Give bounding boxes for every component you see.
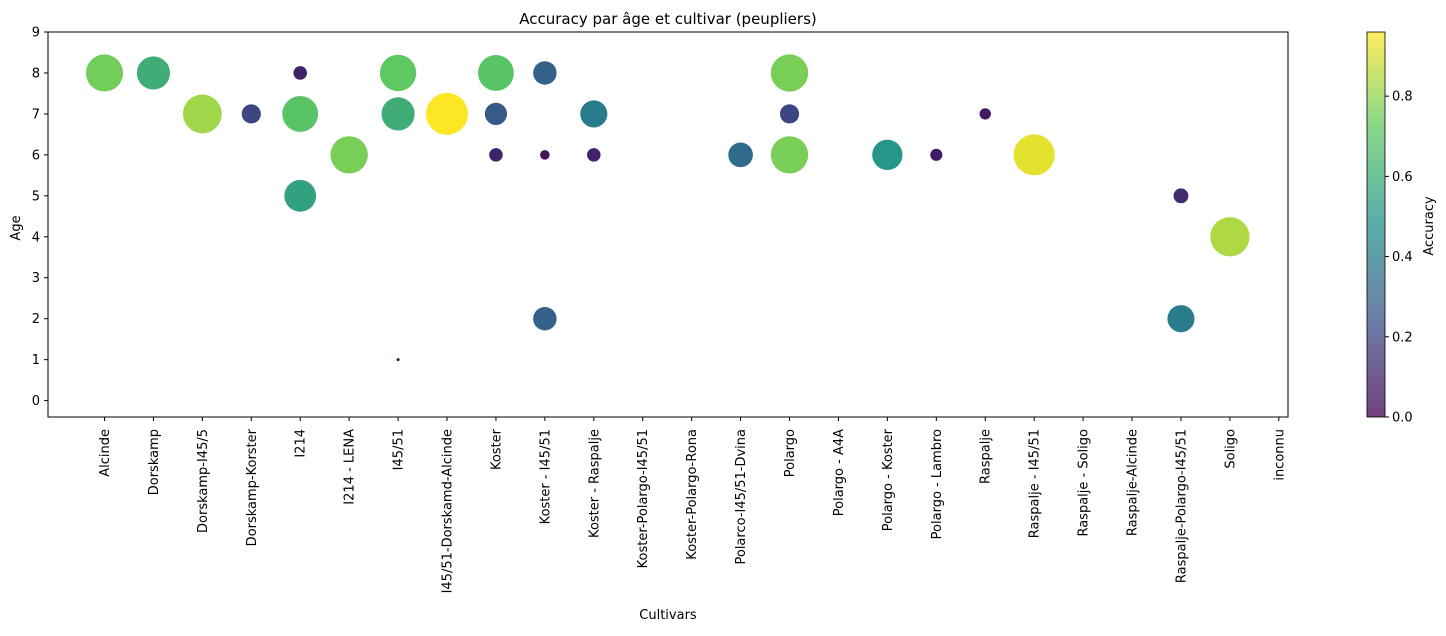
x-tick-label: Dorskamp <box>147 429 162 495</box>
data-point <box>770 136 809 174</box>
x-tick-label: Soligo <box>1223 429 1238 469</box>
data-point <box>580 100 608 128</box>
colorbar-tick-label: 0.0 <box>1392 411 1413 426</box>
y-tick-label: 1 <box>32 353 40 368</box>
chart-title: Accuracy par âge et cultivar (peupliers) <box>519 10 817 28</box>
x-tick-label: Koster - I45/51 <box>538 429 553 524</box>
data-point <box>381 97 415 131</box>
data-point <box>1210 217 1250 257</box>
y-axis: 0 1 2 3 4 5 6 7 8 9 <box>32 26 48 409</box>
y-axis-label: Age <box>9 215 24 240</box>
colorbar: 0.0 0.2 0.4 0.6 0.8 <box>1366 31 1413 426</box>
x-tick-label: Polargo - Lambro <box>930 429 945 539</box>
x-tick-label: I214 <box>294 429 309 458</box>
y-tick-label: 9 <box>32 26 40 41</box>
y-tick-label: 0 <box>32 394 40 409</box>
y-tick-label: 8 <box>32 66 40 81</box>
x-tick-label: Koster-Polargo-I45/51 <box>636 429 651 568</box>
plot-frame <box>47 31 1289 418</box>
data-point <box>85 54 124 92</box>
x-axis: Alcinde Dorskamp Dorskamp-I45/5 Dorskamp-Ko… <box>98 417 1287 593</box>
data-point <box>284 179 317 212</box>
data-point <box>533 306 557 331</box>
data-point <box>728 142 753 168</box>
data-point <box>1167 305 1195 333</box>
colorbar-tick-label: 0.4 <box>1392 250 1413 265</box>
data-point <box>478 55 514 91</box>
colorbar-tick-label: 0.8 <box>1392 90 1413 105</box>
data-point <box>282 95 319 132</box>
x-tick-label: Raspalje-Alcinde <box>1126 429 1141 536</box>
x-tick-label: Polargo <box>783 429 798 477</box>
x-tick-label: Polarco-I45/51-Dvina <box>734 429 749 565</box>
data-point <box>293 66 307 80</box>
data-point <box>979 108 991 120</box>
data-point <box>182 94 222 134</box>
x-tick-label: inconnu <box>1272 429 1287 481</box>
x-tick-label: Dorskamp-I45/5 <box>196 429 211 533</box>
colorbar-label: Accuracy <box>1422 196 1437 256</box>
data-point <box>872 139 903 171</box>
x-axis-label: Cultivars <box>639 608 697 623</box>
x-tick-label: Dorskamp-Korster <box>245 428 260 546</box>
colorbar-tick-label: 0.6 <box>1392 170 1413 185</box>
y-tick-label: 2 <box>32 312 40 327</box>
data-point <box>489 148 503 162</box>
data-point <box>484 102 508 126</box>
points-layer <box>85 54 1250 362</box>
data-point <box>587 148 601 162</box>
y-tick-label: 4 <box>32 230 40 245</box>
x-tick-label: Alcinde <box>98 429 113 477</box>
data-point <box>426 92 469 135</box>
x-tick-label: Koster-Polargo-Rona <box>685 429 700 560</box>
data-point <box>779 104 800 124</box>
x-tick-label: Koster <box>489 428 504 470</box>
x-tick-label: I214 - LENA <box>343 429 358 505</box>
x-tick-label: Koster - Raspalje <box>587 429 602 538</box>
y-tick-label: 3 <box>32 271 40 286</box>
x-tick-label: I45/51-Dorskamd-Alcinde <box>441 429 456 593</box>
x-tick-label: Polargo - Koster <box>881 428 896 531</box>
x-tick-label: Raspalje - Soligo <box>1077 429 1092 537</box>
data-point <box>136 56 171 90</box>
x-tick-label: I45/51 <box>392 429 407 470</box>
x-tick-label: Polargo - A4A <box>832 429 847 516</box>
x-tick-label: Raspalje - I45/51 <box>1028 429 1043 538</box>
colorbar-tick-label: 0.2 <box>1392 330 1413 345</box>
data-point <box>770 54 809 92</box>
colorbar-gradient <box>1366 31 1386 418</box>
data-point <box>540 150 550 160</box>
data-point <box>1013 134 1055 176</box>
data-point <box>379 54 417 92</box>
x-tick-label: Raspalje-Polargo-I45/51 <box>1174 429 1189 583</box>
data-point <box>1173 188 1189 204</box>
y-tick-label: 6 <box>32 148 40 163</box>
data-point <box>241 104 261 124</box>
y-tick-label: 7 <box>32 107 40 122</box>
data-point <box>330 136 368 174</box>
x-tick-label: Raspalje <box>979 429 994 484</box>
data-point <box>533 61 557 85</box>
data-point <box>396 358 400 362</box>
data-point <box>930 148 943 161</box>
y-tick-label: 5 <box>32 189 40 204</box>
